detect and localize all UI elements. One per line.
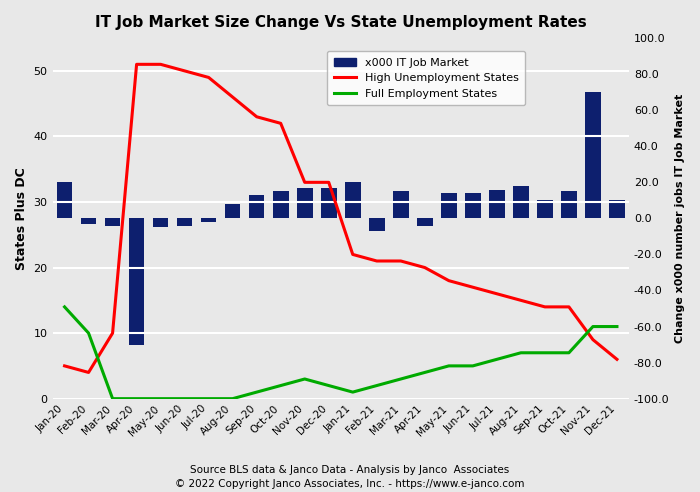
Bar <box>465 193 481 218</box>
Bar <box>249 195 265 218</box>
Bar <box>609 200 625 218</box>
Bar <box>225 204 241 218</box>
Bar <box>57 183 72 218</box>
Bar <box>561 191 577 218</box>
Legend: x000 IT Job Market, High Unemployment States, Full Employment States: x000 IT Job Market, High Unemployment St… <box>327 51 526 105</box>
Bar <box>273 191 288 218</box>
Bar <box>297 188 312 218</box>
Bar <box>105 218 120 226</box>
Y-axis label: States Plus DC: States Plus DC <box>15 167 28 270</box>
Bar <box>513 186 528 218</box>
Bar <box>441 193 456 218</box>
Bar <box>585 92 601 218</box>
Bar <box>537 200 553 218</box>
Bar <box>489 189 505 218</box>
Bar <box>345 183 361 218</box>
Bar <box>129 218 144 344</box>
Title: IT Job Market Size Change Vs State Unemployment Rates: IT Job Market Size Change Vs State Unemp… <box>95 15 587 30</box>
Bar <box>153 218 169 227</box>
Bar <box>321 188 337 218</box>
Bar <box>393 191 409 218</box>
Bar <box>417 218 433 226</box>
Bar <box>80 218 97 224</box>
Bar <box>201 218 216 222</box>
Bar <box>369 218 384 231</box>
Y-axis label: Change x000 number jobs IT Job Market: Change x000 number jobs IT Job Market <box>675 94 685 343</box>
Bar <box>177 218 192 226</box>
Text: Source BLS data & Janco Data - Analysis by Janco  Associates
© 2022 Copyright Ja: Source BLS data & Janco Data - Analysis … <box>175 465 525 489</box>
